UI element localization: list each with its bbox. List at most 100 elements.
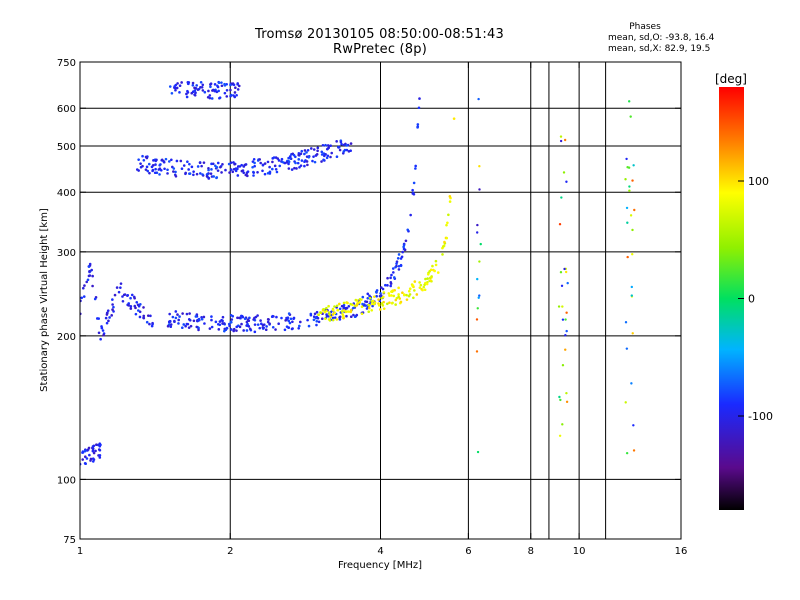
data-point	[448, 195, 452, 198]
data-point	[340, 142, 343, 146]
data-point	[358, 297, 362, 301]
data-point	[278, 164, 282, 168]
data-point	[419, 283, 423, 287]
data-point	[232, 327, 236, 331]
data-point	[152, 159, 155, 162]
data-point	[412, 181, 416, 185]
data-point	[370, 309, 374, 312]
data-point	[223, 84, 227, 87]
data-point	[129, 296, 132, 300]
data-point	[307, 324, 311, 328]
data-point	[89, 459, 92, 462]
data-point	[406, 228, 410, 232]
data-point	[414, 164, 417, 168]
data-point	[224, 168, 227, 172]
data-point	[91, 460, 95, 463]
data-point	[335, 304, 339, 308]
data-point	[426, 272, 430, 276]
data-point	[397, 268, 401, 271]
data-point	[416, 123, 420, 126]
data-point	[307, 156, 311, 159]
data-point	[303, 164, 306, 168]
data-point	[229, 313, 233, 317]
data-point	[361, 302, 364, 306]
data-point	[443, 240, 446, 244]
data-point	[245, 320, 249, 324]
data-point	[380, 302, 384, 305]
data-point	[162, 160, 166, 164]
data-point	[402, 245, 405, 249]
data-point	[210, 162, 213, 166]
data-point	[397, 295, 400, 299]
data-point	[625, 206, 629, 210]
data-point	[154, 167, 157, 171]
chart-title: Tromsø 20130105 08:50:00-08:51:43	[255, 27, 504, 42]
data-point	[397, 286, 400, 290]
data-point	[399, 263, 403, 267]
data-point	[229, 161, 233, 164]
data-point	[372, 302, 376, 306]
data-point	[287, 312, 291, 315]
data-point	[305, 151, 308, 154]
data-point	[633, 208, 636, 212]
data-point	[197, 328, 200, 332]
data-point	[256, 323, 260, 326]
data-point	[342, 309, 346, 312]
data-point	[559, 271, 563, 274]
data-point	[108, 316, 111, 319]
data-point	[91, 274, 94, 278]
data-point	[399, 257, 403, 260]
data-point	[631, 253, 634, 256]
data-point	[371, 299, 375, 303]
data-point	[397, 293, 400, 296]
data-point	[232, 167, 236, 171]
data-point	[347, 310, 350, 313]
data-point	[448, 200, 452, 203]
data-point	[392, 271, 395, 274]
data-point	[181, 312, 184, 315]
data-point	[188, 162, 191, 166]
y-axis: 75 100 200 300 400 500 600 750	[57, 58, 681, 546]
data-point	[389, 284, 392, 288]
data-point	[401, 291, 404, 295]
data-point	[172, 167, 176, 170]
data-point	[371, 304, 374, 308]
data-point	[629, 115, 632, 118]
data-point	[377, 304, 381, 307]
data-point	[186, 89, 189, 93]
data-point	[81, 286, 85, 290]
data-point	[418, 286, 422, 289]
data-point	[367, 304, 371, 307]
data-point	[210, 325, 214, 329]
data-point	[389, 281, 393, 284]
data-point	[99, 443, 102, 447]
data-point	[137, 309, 140, 312]
data-point	[561, 305, 564, 308]
y-tick-label: 400	[57, 188, 76, 199]
data-point	[314, 316, 318, 320]
data-point	[325, 306, 328, 310]
data-point	[290, 327, 294, 331]
data-point	[421, 288, 424, 292]
data-point	[283, 328, 287, 332]
data-point	[309, 313, 313, 317]
data-point	[479, 242, 482, 246]
data-point	[627, 100, 631, 103]
data-point	[229, 168, 233, 171]
data-point	[390, 294, 393, 297]
data-point	[381, 287, 385, 291]
data-point	[412, 296, 415, 300]
data-point	[564, 333, 567, 337]
data-point	[446, 221, 449, 225]
data-point	[259, 319, 262, 322]
data-point	[137, 169, 140, 172]
data-point	[286, 316, 290, 320]
data-point	[194, 315, 198, 318]
data-point	[338, 307, 342, 311]
data-point	[126, 294, 130, 297]
data-point	[197, 317, 201, 321]
data-point	[431, 264, 434, 268]
data-point	[92, 451, 96, 455]
data-point	[340, 310, 344, 313]
data-point	[566, 281, 569, 285]
